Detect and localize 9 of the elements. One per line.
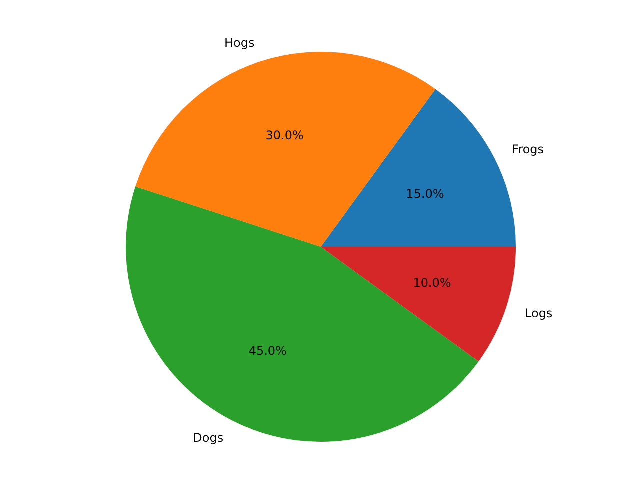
- slice-label: Hogs: [224, 36, 255, 50]
- slice-label: Dogs: [193, 431, 224, 446]
- data-label: 30.0%: [266, 128, 304, 143]
- slice-label: Logs: [525, 306, 553, 320]
- data-label: 10.0%: [413, 276, 452, 290]
- data-label: 15.0%: [406, 186, 444, 201]
- slice-label: Frogs: [512, 142, 544, 157]
- data-label: 45.0%: [248, 344, 287, 358]
- pie-slice: [321, 247, 516, 362]
